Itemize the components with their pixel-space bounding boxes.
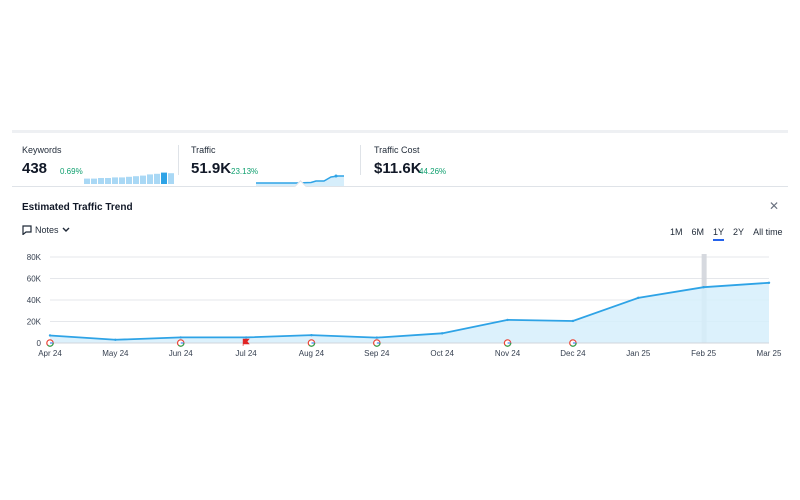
traffic-point[interactable]	[114, 338, 117, 341]
traffic-area	[50, 282, 769, 343]
x-tick-label: Sep 24	[364, 349, 390, 358]
traffic-sparkline	[256, 174, 344, 186]
traffic-point[interactable]	[637, 296, 640, 300]
traffic-overview-card: Keywords 438 0.69% Traffic 51.9K 23.13% …	[12, 130, 788, 365]
note-icon	[22, 225, 32, 235]
keywords-change: 0.69%	[60, 167, 83, 176]
x-tick-label: Jul 24	[235, 349, 257, 358]
x-tick-label: Mar 25	[757, 349, 782, 358]
traffic-point[interactable]	[179, 336, 182, 339]
traffic-cost-label: Traffic Cost	[374, 145, 420, 155]
traffic-value: 51.9K	[191, 160, 232, 177]
keyword-spark-bar	[84, 178, 90, 184]
chevron-down-icon	[62, 227, 70, 232]
traffic-point[interactable]	[702, 286, 705, 289]
notes-label: Notes	[35, 225, 59, 235]
traffic-point[interactable]	[244, 336, 248, 339]
range-selector: 1M 6M 1Y 2Y All time	[670, 227, 783, 241]
metric-divider	[178, 145, 179, 175]
y-tick-label: 0	[37, 339, 42, 348]
google-icon[interactable]	[307, 339, 316, 347]
close-icon[interactable]: ✕	[769, 199, 780, 213]
traffic-cost-change: 44.26%	[419, 167, 447, 176]
x-tick-label: Oct 24	[430, 349, 454, 358]
range-1y[interactable]: 1Y	[713, 227, 725, 241]
range-all-time[interactable]: All time	[753, 227, 783, 237]
traffic-line	[49, 281, 770, 341]
traffic-point[interactable]	[48, 334, 52, 337]
keyword-spark-bar	[168, 173, 174, 184]
google-icon[interactable]	[373, 339, 381, 347]
keywords-metric[interactable]: Keywords 438 0.69%	[22, 145, 174, 184]
range-1m[interactable]: 1M	[670, 227, 683, 237]
x-tick-label: Feb 25	[691, 349, 716, 358]
traffic-change: 23.13%	[231, 167, 259, 176]
keyword-spark-bar	[91, 178, 97, 184]
y-tick-label: 80K	[27, 253, 42, 262]
y-tick-label: 20K	[27, 318, 42, 327]
keyword-spark-bar	[161, 172, 167, 184]
google-icon[interactable]	[569, 339, 577, 347]
traffic-cost-value: $11.6K	[374, 160, 422, 177]
x-tick-label: May 24	[102, 349, 129, 358]
keyword-spark-bar	[98, 178, 104, 184]
notes-dropdown[interactable]: Notes	[22, 225, 70, 235]
trend-title: Estimated Traffic Trend	[22, 202, 133, 213]
flag-icon[interactable]	[242, 338, 250, 346]
keyword-spark-bar	[105, 178, 111, 184]
x-tick-label: Apr 24	[38, 349, 62, 358]
range-6m[interactable]: 6M	[691, 227, 705, 237]
metrics-row: Keywords 438 0.69% Traffic 51.9K 23.13% …	[12, 133, 788, 187]
traffic-label: Traffic	[191, 145, 216, 155]
x-tick-label: Dec 24	[560, 349, 586, 358]
y-tick-label: 40K	[27, 296, 42, 305]
google-icon[interactable]	[503, 339, 512, 347]
traffic-point[interactable]	[375, 336, 379, 339]
traffic-point[interactable]	[506, 318, 509, 322]
x-tick-label: Jan 25	[626, 349, 651, 358]
x-tick-label: Aug 24	[299, 349, 325, 358]
range-2y[interactable]: 2Y	[733, 227, 745, 237]
traffic-point[interactable]	[571, 319, 575, 323]
traffic-point[interactable]	[767, 281, 771, 284]
keywords-sparkbars	[84, 172, 174, 184]
x-tick-label: Jun 24	[169, 349, 194, 358]
keyword-spark-bar	[140, 175, 146, 184]
keyword-spark-bar	[154, 173, 160, 184]
keyword-spark-bar	[126, 176, 132, 184]
metric-divider	[360, 145, 361, 175]
y-tick-label: 60K	[27, 275, 42, 284]
keyword-spark-bar	[112, 177, 118, 184]
traffic-cost-metric[interactable]: Traffic Cost $11.6K 44.26%	[374, 145, 446, 177]
keywords-value: 438	[22, 160, 48, 177]
traffic-point[interactable]	[440, 332, 444, 335]
keyword-spark-bar	[119, 177, 125, 184]
google-icon[interactable]	[176, 339, 185, 347]
keywords-label: Keywords	[22, 145, 62, 155]
keyword-spark-bar	[147, 174, 153, 184]
google-icon[interactable]	[46, 339, 54, 347]
traffic-metric[interactable]: Traffic 51.9K 23.13%	[191, 145, 344, 186]
traffic-point[interactable]	[310, 333, 313, 337]
keyword-spark-bar	[133, 176, 139, 184]
x-tick-label: Nov 24	[495, 349, 521, 358]
